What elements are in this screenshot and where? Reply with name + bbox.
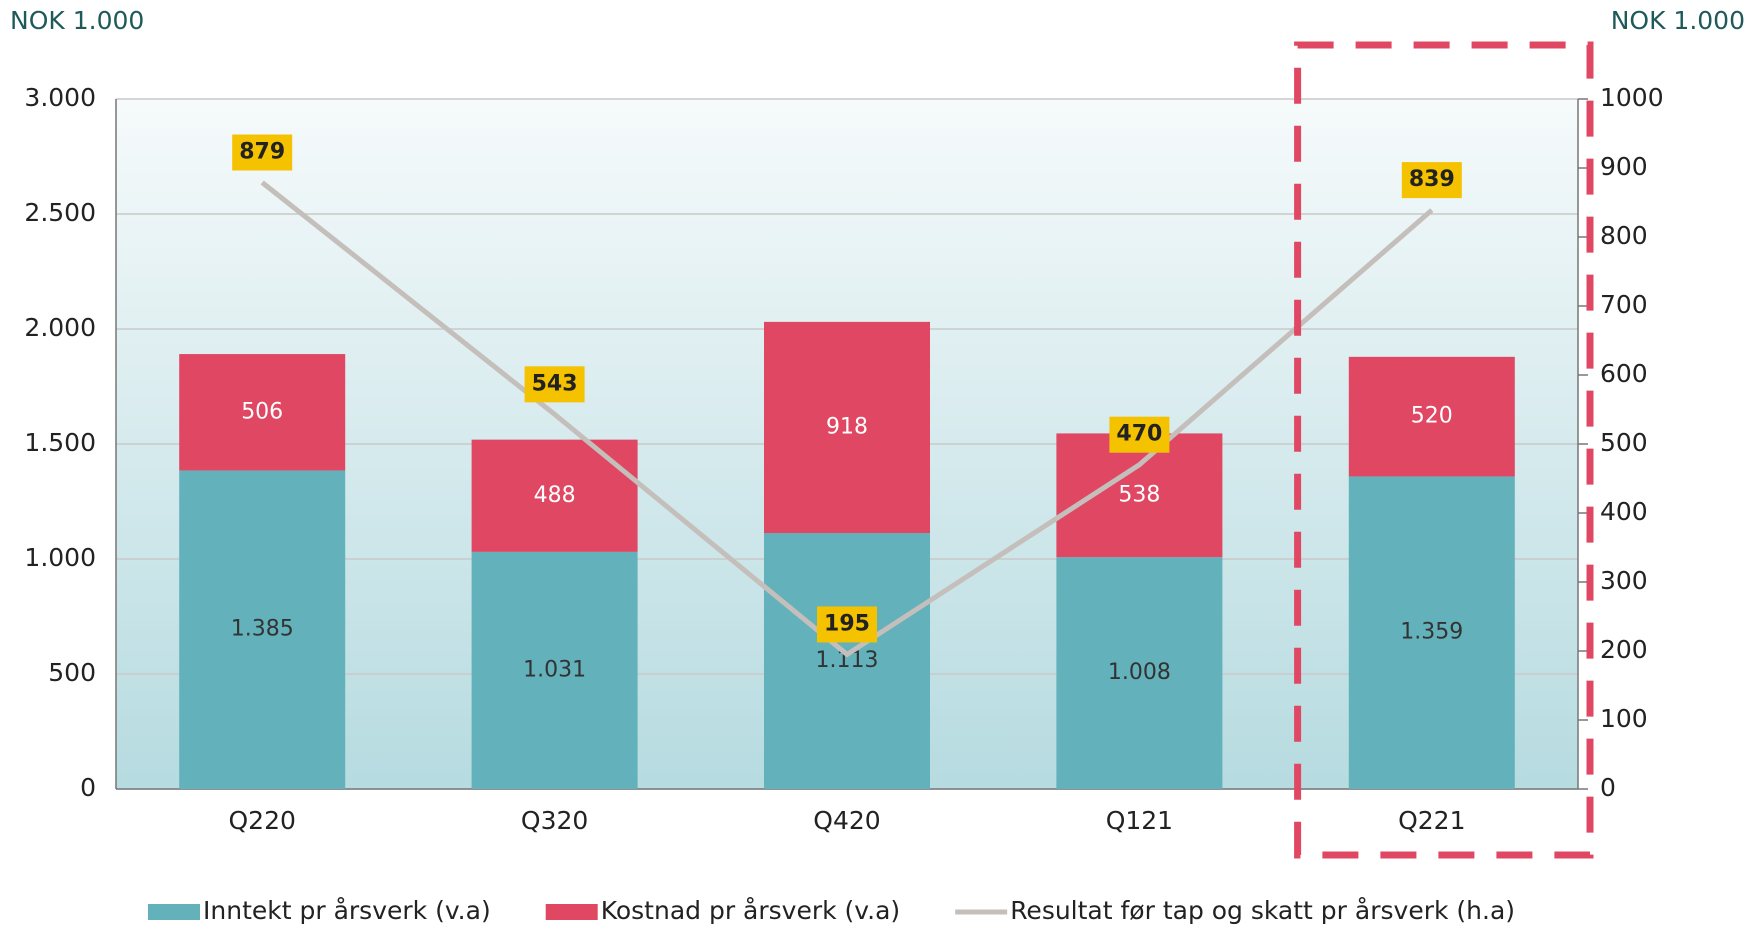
bar-segment: [1348, 356, 1515, 477]
legend-swatch: [545, 904, 598, 920]
y-tick-label: 0: [80, 773, 96, 802]
x-tick-label: Q420: [813, 806, 880, 835]
bar-value-label: 538: [1118, 482, 1160, 507]
bar-value-label: 1.385: [231, 617, 294, 642]
legend-swatch: [148, 904, 200, 920]
highlight-frame: [1294, 41, 1594, 859]
y2-tick-label: 200: [1600, 635, 1648, 664]
line-series: [260, 180, 1434, 658]
line-label-box: [817, 606, 877, 643]
bar-segment: [764, 321, 930, 534]
y2-tick-label: 700: [1600, 290, 1648, 319]
y2-tick-label: 500: [1600, 428, 1648, 457]
bar-segment: [1348, 476, 1515, 789]
x-tick-label: Q121: [1106, 806, 1173, 835]
y-tick-label: 3.000: [24, 83, 96, 112]
bar-segment: [764, 533, 930, 789]
y2-tick-label: 400: [1600, 497, 1648, 526]
line-value-label: 195: [824, 611, 870, 636]
bar-segment: [1056, 557, 1223, 789]
legend-label: Resultat før tap og skatt pr årsverk (h.…: [1010, 896, 1515, 925]
x-tick-label: Q220: [228, 806, 295, 835]
bar-segment: [471, 551, 638, 789]
y-tick-label: 2.500: [24, 198, 96, 227]
y2-axis-label: NOK 1.000: [1611, 6, 1745, 35]
bar-segment: [179, 470, 346, 789]
bar-value-label: 488: [534, 483, 576, 508]
y2-tick-label: 300: [1600, 566, 1648, 595]
y-axis-label: NOK 1.000: [10, 6, 144, 35]
line-label-box: [1109, 416, 1170, 453]
bar-value-label: 506: [241, 399, 283, 424]
y-tick-label: 500: [48, 658, 96, 687]
y-tick-label: 1.500: [24, 428, 96, 457]
line-label-box: [524, 366, 585, 403]
line-value-label: 879: [239, 139, 285, 164]
line-value-label: 839: [1409, 167, 1455, 192]
y2-tick-label: 100: [1600, 704, 1648, 733]
bar-value-label: 1.031: [523, 657, 586, 682]
bar-value-label: 918: [826, 414, 868, 439]
line-label-box: [1401, 162, 1462, 199]
bar-value-label: 520: [1411, 404, 1453, 429]
line-value-label: 543: [532, 371, 578, 396]
bar-value-label: 1.008: [1108, 660, 1171, 685]
x-tick-label: Q221: [1398, 806, 1465, 835]
y2-tick-label: 0: [1600, 773, 1616, 802]
y-tick-label: 1.000: [24, 543, 96, 572]
x-tick-label: Q320: [521, 806, 588, 835]
line-label-box: [232, 134, 293, 171]
y2-tick-label: 800: [1600, 221, 1648, 250]
bar-segment: [179, 354, 346, 471]
y2-tick-label: 600: [1600, 359, 1648, 388]
bar-value-label: 1.359: [1400, 620, 1463, 645]
y2-tick-label: 900: [1600, 152, 1648, 181]
y2-tick-label: 1000: [1600, 83, 1664, 112]
legend-label: Kostnad pr årsverk (v.a): [601, 896, 900, 925]
y-tick-label: 2.000: [24, 313, 96, 342]
legend-label: Inntekt pr årsverk (v.a): [203, 896, 491, 925]
bar-segment: [1056, 433, 1223, 558]
line-value-label: 470: [1116, 422, 1162, 447]
